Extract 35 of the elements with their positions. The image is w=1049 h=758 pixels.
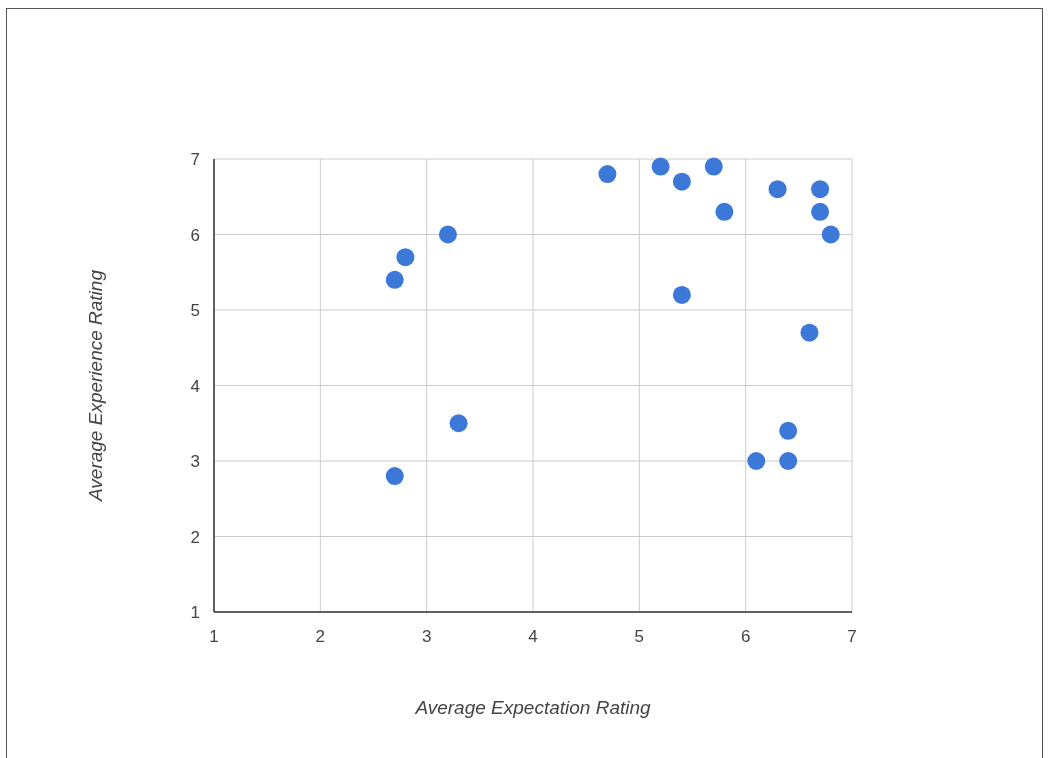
y-tick-label: 3: [190, 452, 200, 471]
y-tick-label: 6: [190, 225, 200, 245]
y-axis-title: Average Experience Rating: [85, 269, 106, 502]
point: [385, 270, 404, 289]
point: [651, 157, 670, 176]
point: [396, 248, 415, 267]
y-tick-label: 5: [190, 301, 200, 320]
x-axis-title: Average Expectation Rating: [414, 697, 652, 718]
y-tick-label: 2: [190, 527, 200, 547]
point: [779, 421, 798, 440]
y-tick-label: 1: [190, 603, 200, 622]
point: [821, 225, 840, 244]
point: [779, 452, 798, 470]
point: [811, 180, 830, 199]
point: [768, 180, 787, 199]
x-tick-label: 6: [740, 627, 751, 646]
y-tick-label: 4: [190, 376, 200, 396]
point: [385, 467, 404, 486]
point: [704, 157, 723, 176]
point: [598, 165, 617, 184]
y-tick-label: 7: [190, 150, 200, 169]
point: [811, 202, 830, 221]
x-tick-label: 5: [634, 627, 645, 646]
point: [449, 414, 468, 433]
x-tick-label: 2: [315, 627, 326, 646]
point: [672, 285, 691, 304]
point: [800, 323, 819, 342]
point: [672, 172, 691, 191]
x-tick-label: 4: [528, 627, 538, 646]
x-tick-label: 1: [209, 627, 219, 646]
point: [438, 225, 457, 244]
point: [715, 202, 734, 221]
point: [747, 452, 766, 470]
x-tick-label: 7: [847, 627, 857, 646]
x-tick-label: 3: [421, 627, 432, 646]
